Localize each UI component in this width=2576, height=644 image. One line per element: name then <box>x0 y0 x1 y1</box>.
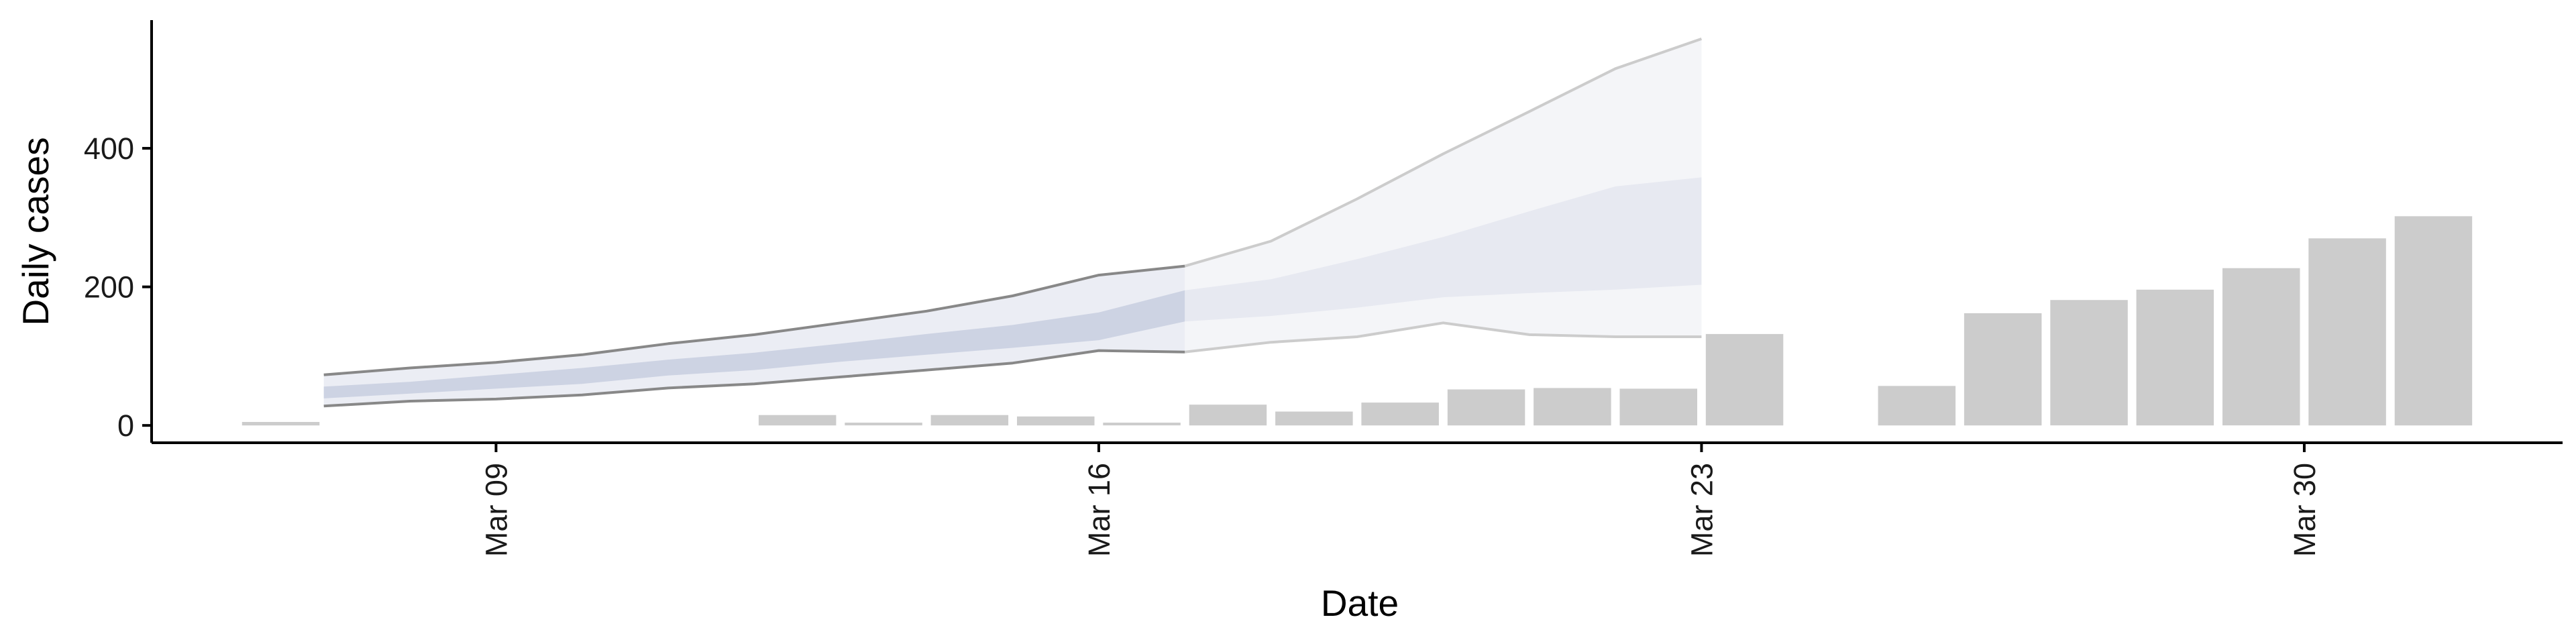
x-tick-label: Mar 16 <box>1082 463 1116 557</box>
bar <box>758 415 837 426</box>
x-tick-label: Mar 23 <box>1684 463 1719 557</box>
bar <box>1705 333 1784 426</box>
bar <box>1447 389 1525 426</box>
bar <box>1103 423 1181 426</box>
bar <box>930 415 1009 426</box>
x-axis-title: Date <box>1321 582 1399 624</box>
bar <box>2222 268 2300 426</box>
y-axis-title: Daily cases <box>15 137 56 325</box>
bar <box>1534 388 1611 426</box>
x-tick-label: Mar 09 <box>479 463 513 557</box>
y-tick-label: 400 <box>84 131 134 166</box>
y-tick-label: 200 <box>84 270 134 305</box>
bar <box>1361 402 1439 426</box>
lower-bound-line-observed <box>323 349 1185 408</box>
bar <box>2136 289 2214 426</box>
bar <box>2308 238 2386 426</box>
bar <box>2050 300 2128 426</box>
outer-band-observed <box>323 266 1185 407</box>
upper-bound-line-observed <box>323 264 1185 376</box>
bar <box>845 423 922 426</box>
x-tick-label: Mar 30 <box>2288 463 2322 557</box>
lower-bound-line-forecast <box>1185 321 1702 354</box>
inner-band-forecast <box>1185 177 1702 322</box>
credible-interval-bands <box>323 38 1702 407</box>
interval-outline-lines <box>323 38 1703 408</box>
bar <box>1964 313 2042 426</box>
bar <box>2394 216 2473 426</box>
bar <box>241 422 320 426</box>
bar <box>1619 388 1697 426</box>
bar <box>1017 416 1095 426</box>
daily-cases-bars <box>241 216 2473 426</box>
y-tick-label: 0 <box>117 409 134 443</box>
upper-bound-line-forecast <box>1184 38 1703 268</box>
bar <box>1878 386 1956 426</box>
bar <box>1189 405 1267 426</box>
inner-band-observed <box>323 290 1185 398</box>
axes: 0 200 400 Mar 09 Mar 16 Mar 23 Mar 30 <box>84 20 2563 557</box>
bar <box>1275 411 1353 426</box>
